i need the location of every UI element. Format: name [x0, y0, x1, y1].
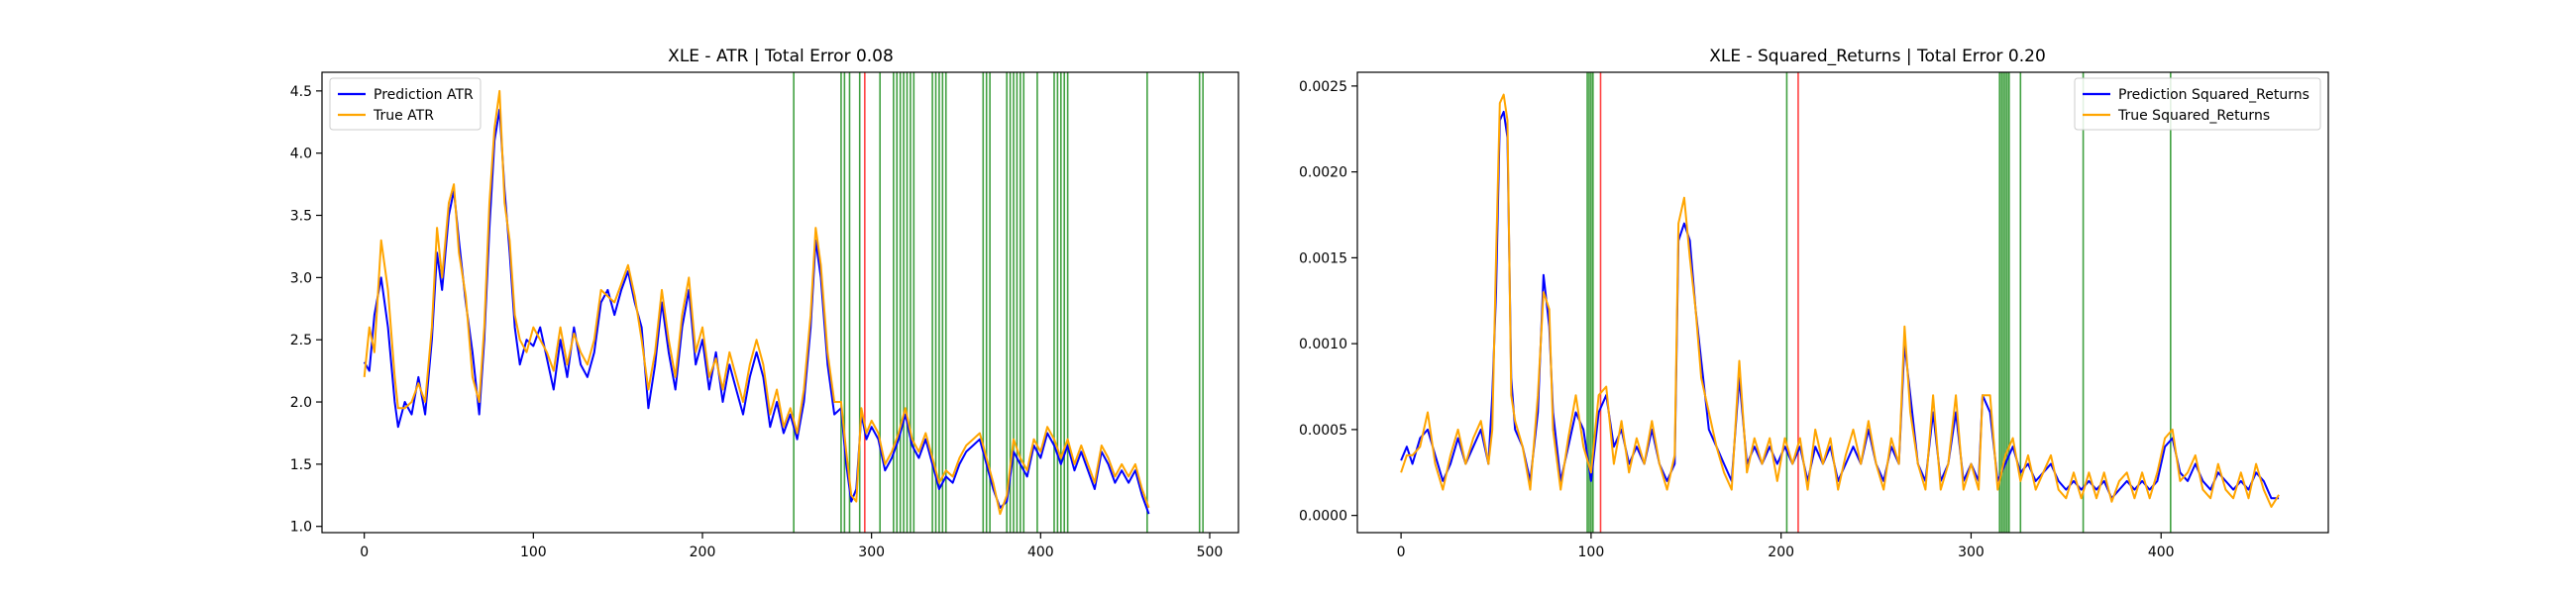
squared-returns-y-tick-label: 0.0015: [1299, 250, 1347, 266]
atr-x-tick-label: 300: [858, 544, 885, 560]
atr-x-tick-label: 0: [360, 544, 369, 560]
squared-returns-x-axis-ticks: 0 100 200 300 400: [1397, 533, 2175, 560]
squared-returns-x-tick-label: 0: [1397, 544, 1406, 560]
atr-legend-label: Prediction ATR: [374, 87, 474, 103]
squared-returns-x-tick-label: 200: [1768, 544, 1794, 560]
atr-y-tick-label: 1.5: [290, 457, 312, 473]
squared-returns-legend: Prediction Squared_Returns True Squared_R…: [2074, 77, 2321, 131]
squared-returns-chart-title: XLE - Squared_Returns | Total Error 0.20: [1709, 47, 2046, 66]
squared-returns-plot-frame: [1356, 71, 2329, 534]
atr-y-axis-ticks: 1.0 1.5 2.0 2.5 3.0 3.5 4.0 4.5: [290, 84, 322, 536]
atr-y-tick-label: 2.0: [290, 395, 312, 411]
atr-y-tick-label: 4.5: [290, 84, 312, 100]
atr-x-tick-label: 200: [690, 544, 716, 560]
atr-y-tick-label: 4.0: [290, 147, 312, 162]
squared-returns-y-tick-label: 0.0000: [1299, 509, 1347, 525]
squared-returns-y-axis-ticks: 0.0000 0.0005 0.0010 0.0015 0.0020 0.0025: [1299, 79, 1357, 525]
atr-chart-title: XLE - ATR | Total Error 0.08: [668, 47, 894, 66]
squared-returns-series-group: [1400, 93, 2280, 508]
atr-panel: XLE - ATR | Total Error 0.08 0 100 200 300 4…: [290, 47, 1239, 560]
squared-returns-x-tick-label: 300: [1958, 544, 1985, 560]
atr-series-line-true: [363, 89, 1150, 516]
squared-returns-panel: XLE - Squared_Returns | Total Error 0.20…: [1299, 47, 2329, 560]
squared-returns-series-line-true: [1400, 93, 2280, 508]
squared-returns-y-tick-label: 0.0010: [1299, 337, 1347, 352]
atr-legend-box: [329, 77, 482, 131]
atr-x-tick-label: 400: [1027, 544, 1054, 560]
squared-returns-y-tick-label: 0.0005: [1299, 423, 1347, 439]
atr-y-tick-label: 3.0: [290, 270, 312, 286]
atr-y-tick-label: 2.5: [290, 333, 312, 348]
atr-legend: Prediction ATR True ATR: [329, 77, 482, 131]
squared-returns-x-tick-label: 100: [1578, 544, 1605, 560]
atr-x-tick-label: 100: [520, 544, 547, 560]
squared-returns-legend-box: [2074, 77, 2321, 131]
atr-legend-label: True ATR: [373, 108, 434, 124]
squared-returns-legend-label: Prediction Squared_Returns: [2118, 87, 2309, 103]
atr-y-tick-label: 3.5: [290, 209, 312, 225]
squared-returns-y-tick-label: 0.0020: [1299, 165, 1347, 181]
squared-returns-legend-label: True Squared_Returns: [2117, 108, 2270, 124]
atr-x-axis-ticks: 0 100 200 300 400 500: [360, 533, 1223, 560]
atr-plot-frame: [321, 71, 1239, 534]
squared-returns-x-tick-label: 400: [2148, 544, 2175, 560]
atr-x-tick-label: 500: [1197, 544, 1224, 560]
atr-y-tick-label: 1.0: [290, 520, 312, 536]
squared-returns-y-tick-label: 0.0025: [1299, 79, 1347, 95]
atr-series-group: [363, 89, 1150, 516]
